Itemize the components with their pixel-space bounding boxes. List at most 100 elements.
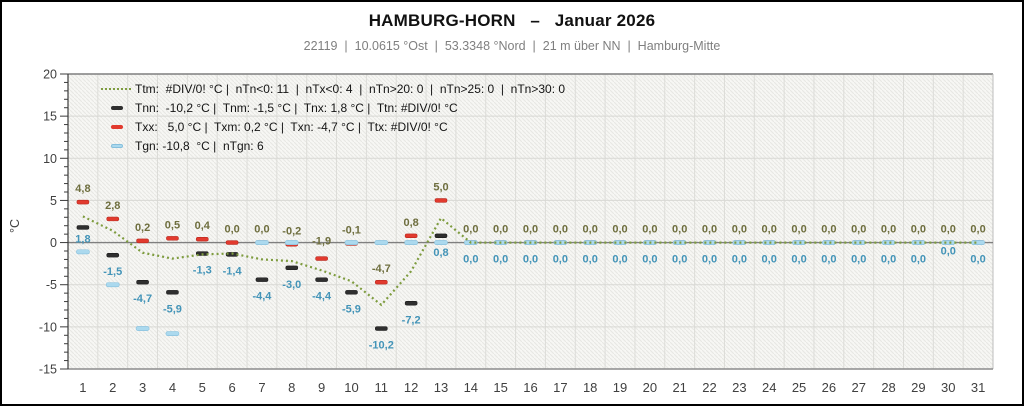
x-tick-label: 1 bbox=[79, 380, 86, 395]
txx-label-day-13: 5,0 bbox=[433, 181, 448, 193]
x-tick-label: 13 bbox=[434, 380, 448, 395]
tnn-label-day-26: 0,0 bbox=[821, 254, 836, 266]
tnn-dash-day-1 bbox=[76, 225, 90, 230]
txx-dash-day-3 bbox=[136, 238, 149, 244]
plot-background bbox=[68, 74, 993, 369]
txx-label-day-22: 0,0 bbox=[702, 224, 717, 236]
tnn-dash-day-11 bbox=[375, 326, 388, 331]
tnn-label-day-22: 0,0 bbox=[702, 254, 717, 266]
y-tick-label: -5 bbox=[46, 278, 57, 292]
x-tick-label: 21 bbox=[672, 380, 686, 395]
tnn-label-day-14: 0,0 bbox=[463, 254, 478, 266]
x-tick-label: 2 bbox=[109, 380, 116, 395]
tnn-label-day-11: -10,2 bbox=[369, 340, 394, 352]
tnn-dash-day-4 bbox=[166, 290, 179, 295]
txx-label-day-6: 0,0 bbox=[224, 224, 239, 236]
txx-dash-day-4 bbox=[166, 236, 179, 241]
chart-title: HAMBURG-HORN – Januar 2026 bbox=[368, 11, 656, 30]
tgn-dash-day-7 bbox=[255, 240, 269, 245]
x-tick-label: 29 bbox=[911, 380, 925, 395]
txx-label-day-5: 0,4 bbox=[195, 220, 211, 232]
tnn-value-labels: 1,8-1,5-4,7-5,9-1,3 -1,4-4,4-3,0-4,4-5,9-… bbox=[75, 233, 985, 351]
tgn-dash-day-10 bbox=[344, 240, 359, 245]
tnn-label-day-2: -1,5 bbox=[103, 266, 122, 278]
tnn-label-day-6: -1,4 bbox=[223, 265, 243, 277]
txx-label-day-25: 0,0 bbox=[791, 224, 806, 236]
tnn-dash-day-12 bbox=[404, 301, 418, 306]
txx-label-day-10: -0,1 bbox=[342, 224, 361, 236]
txx-label-day-16: 0,0 bbox=[523, 224, 538, 236]
txx-dash-icon bbox=[111, 124, 123, 129]
x-axis-labels: 1 2 3 4 5 6 7 8 9 10 11 12 13 14 15 16 17 18 19 20 21 22 23 24 2… bbox=[79, 380, 985, 395]
tgn-dash-day-2 bbox=[105, 282, 120, 288]
txx-label-day-24: 0,0 bbox=[762, 224, 777, 236]
tnn-label-day-16: 0,0 bbox=[523, 254, 538, 266]
x-tick-label: 7 bbox=[258, 380, 265, 395]
y-tick-label: 15 bbox=[43, 110, 57, 124]
txx-label-day-26: 0,0 bbox=[821, 224, 836, 236]
y-axis-title: °C bbox=[8, 219, 22, 233]
tgn-dash-day-13 bbox=[434, 240, 448, 245]
tnn-label-day-21: 0,0 bbox=[672, 254, 687, 266]
legend-text-ttm: Ttm: #DIV/0! °C | nTn<0: 11 | nTx<0: 4 |… bbox=[135, 81, 566, 96]
txx-label-day-23: 0,0 bbox=[732, 224, 747, 236]
txx-label-day-2: 2,8 bbox=[105, 200, 120, 212]
x-tick-label: 23 bbox=[732, 380, 746, 395]
y-tick-label: 5 bbox=[50, 194, 57, 208]
tgn-dash-day-28 bbox=[881, 240, 896, 245]
txx-label-day-30: 0,0 bbox=[941, 224, 956, 236]
x-tick-label: 8 bbox=[288, 380, 295, 395]
tnn-dash-day-13 bbox=[434, 233, 448, 239]
tgn-dash-day-8 bbox=[284, 240, 299, 245]
txx-label-day-12: 0,8 bbox=[403, 217, 418, 229]
x-tick-label: 28 bbox=[881, 380, 895, 395]
tnn-label-day-9: -4,4 bbox=[312, 291, 332, 303]
x-tick-label: 14 bbox=[464, 380, 478, 395]
y-tick-label: -15 bbox=[39, 363, 57, 377]
y-tick-label: 0 bbox=[50, 236, 57, 250]
x-tick-label: 31 bbox=[971, 380, 985, 395]
txx-label-day-27: 0,0 bbox=[851, 224, 866, 236]
tgn-dash-day-3 bbox=[135, 326, 150, 331]
tnn-label-day-20: 0,0 bbox=[642, 254, 657, 266]
tnn-label-day-17: 0,0 bbox=[553, 254, 568, 266]
tnn-label-day-28: 0,0 bbox=[881, 254, 896, 266]
x-tick-label: 20 bbox=[643, 380, 657, 395]
txx-label-day-21: 0,0 bbox=[672, 224, 687, 236]
x-tick-label: 11 bbox=[375, 380, 389, 395]
tnn-label-day-29: 0,0 bbox=[911, 254, 926, 266]
x-tick-label: 26 bbox=[822, 380, 836, 395]
x-tick-label: 30 bbox=[941, 380, 955, 395]
tnn-label-day-10: -5,9 bbox=[342, 303, 361, 315]
legend-text-txx: Txx: 5,0 °C | Txm: 0,2 °C | Txn: -4,7 °C… bbox=[135, 119, 448, 134]
txx-label-day-29: 0,0 bbox=[911, 224, 926, 236]
tnn-label-day-8: -3,0 bbox=[282, 279, 301, 291]
x-tick-label: 12 bbox=[404, 380, 418, 395]
tnn-dash-day-7 bbox=[255, 277, 269, 282]
x-tick-label: 16 bbox=[523, 380, 537, 395]
txx-label-day-1: 4,8 bbox=[75, 183, 90, 195]
txx-value-labels: 4,8 2,8 0,2 0,5 0,4 0,0 0,0 -0,2 -1,9 -0,1 -4,7 0,8… bbox=[75, 181, 985, 275]
tgn-dash-day-1 bbox=[76, 249, 90, 255]
y-tick-label: -10 bbox=[39, 320, 57, 334]
x-tick-label: 19 bbox=[613, 380, 627, 395]
y-tick-label: 20 bbox=[43, 68, 57, 82]
tnn-label-day-13: 0,8 bbox=[433, 247, 448, 259]
tnn-label-day-31: 0,0 bbox=[970, 254, 985, 266]
x-tick-label: 4 bbox=[169, 380, 176, 395]
tgn-dash-day-31 bbox=[971, 240, 985, 245]
x-tick-label: 25 bbox=[792, 380, 806, 395]
tgn-dash-day-11 bbox=[374, 240, 389, 245]
x-tick-label: 15 bbox=[493, 380, 507, 395]
tnn-label-day-24: 0,0 bbox=[762, 254, 777, 266]
x-tick-label: 9 bbox=[318, 380, 325, 395]
tnn-dash-day-2 bbox=[106, 253, 120, 258]
txx-dash-day-2 bbox=[106, 216, 120, 222]
ttm-mean-line bbox=[82, 215, 979, 307]
txx-dash-day-5 bbox=[195, 237, 209, 242]
tnn-label-day-25: 0,0 bbox=[791, 254, 806, 266]
txx-label-day-19: 0,0 bbox=[612, 224, 627, 236]
legend-row-tgn: Tgn: -10,8 °C | nTgn: 6 bbox=[100, 136, 565, 155]
tgn-dash-day-30 bbox=[941, 240, 956, 245]
x-tick-label: 5 bbox=[199, 380, 206, 395]
